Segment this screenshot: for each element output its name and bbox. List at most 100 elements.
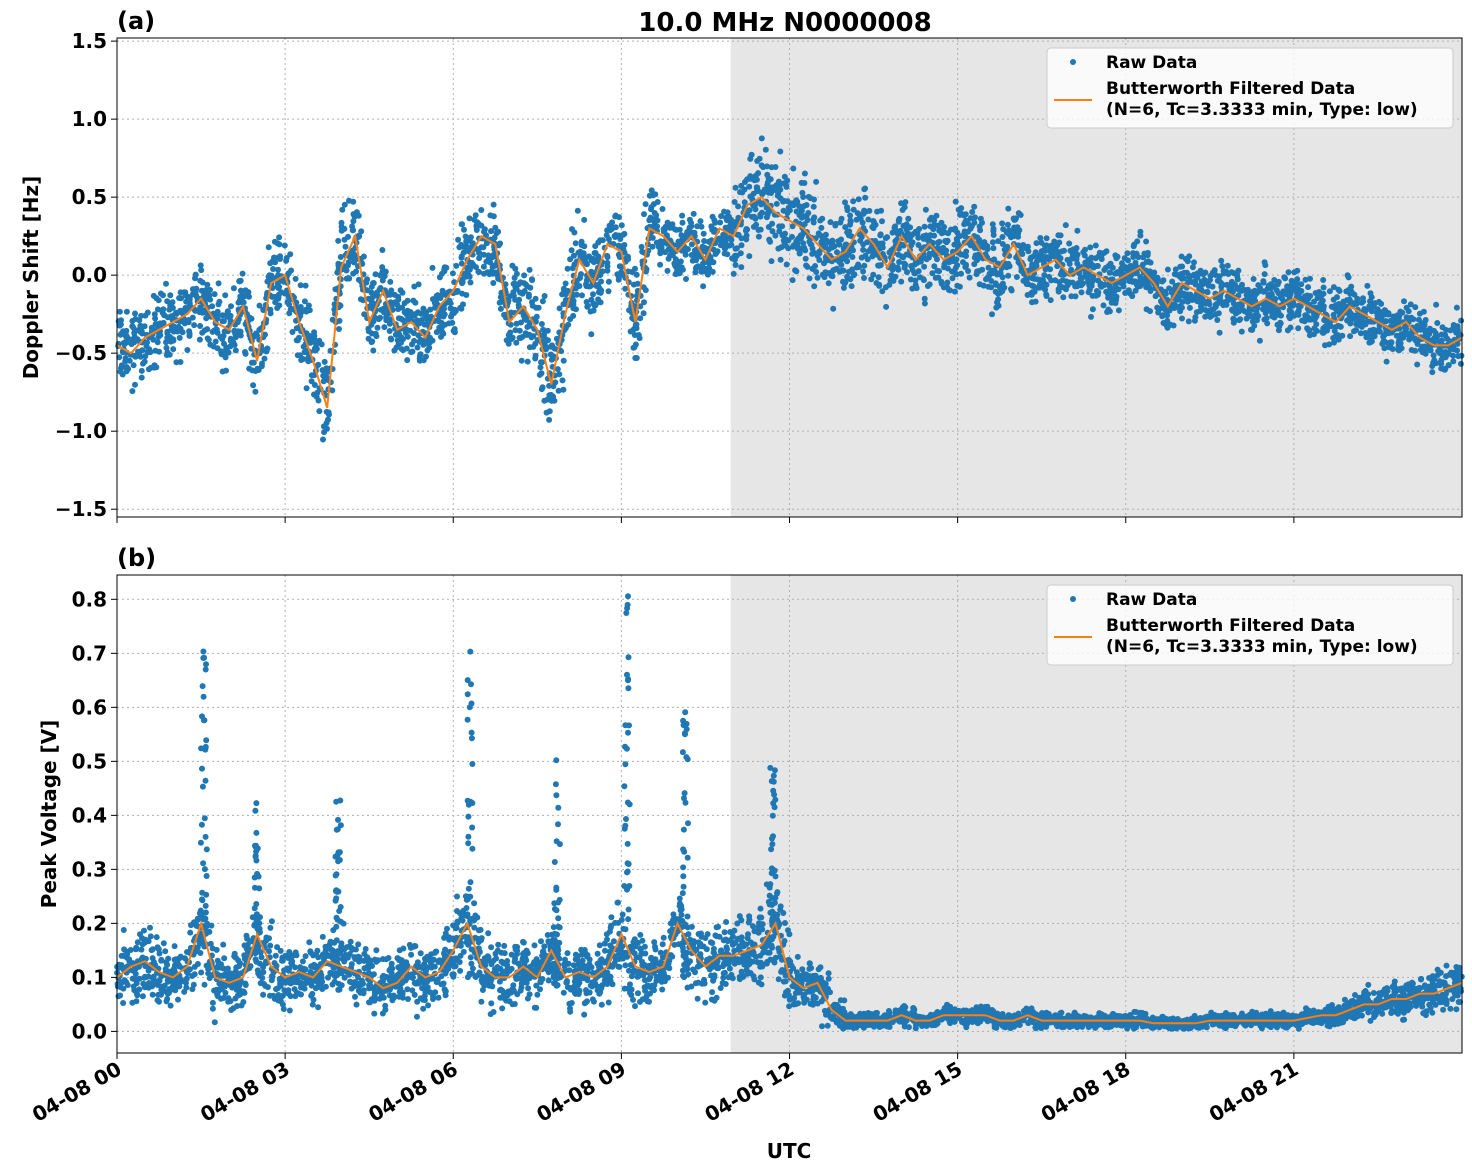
raw-data-point bbox=[752, 206, 759, 213]
raw-data-point bbox=[478, 935, 485, 942]
raw-data-point bbox=[773, 182, 780, 189]
raw-data-point bbox=[343, 267, 350, 274]
raw-data-point bbox=[464, 911, 471, 918]
raw-data-point bbox=[1432, 330, 1439, 337]
raw-data-point bbox=[595, 281, 602, 288]
raw-data-point bbox=[158, 307, 165, 314]
raw-data-point bbox=[452, 957, 459, 964]
raw-data-point bbox=[276, 234, 283, 241]
raw-data-point bbox=[1180, 290, 1187, 297]
raw-data-point bbox=[527, 284, 534, 291]
raw-data-point bbox=[327, 946, 334, 953]
raw-data-point bbox=[118, 952, 125, 959]
raw-data-point bbox=[424, 953, 431, 960]
raw-data-point bbox=[605, 278, 612, 285]
raw-data-point bbox=[741, 199, 748, 206]
raw-data-point bbox=[1458, 317, 1465, 324]
raw-data-point bbox=[298, 991, 304, 998]
raw-data-point bbox=[191, 322, 198, 329]
raw-data-point bbox=[1115, 307, 1122, 314]
raw-data-point bbox=[1066, 240, 1073, 247]
raw-data-point bbox=[528, 276, 535, 283]
raw-data-point bbox=[578, 271, 584, 278]
raw-data-point bbox=[1264, 320, 1271, 327]
raw-data-point bbox=[893, 227, 899, 234]
raw-data-point bbox=[265, 244, 272, 251]
raw-data-point bbox=[621, 242, 628, 248]
raw-data-point bbox=[164, 298, 171, 305]
raw-data-point bbox=[949, 275, 956, 282]
raw-data-point bbox=[1236, 317, 1243, 324]
raw-data-point bbox=[776, 223, 783, 230]
raw-data-point bbox=[235, 957, 242, 964]
raw-data-point bbox=[829, 241, 836, 248]
raw-data-point bbox=[1434, 320, 1441, 326]
raw-data-point bbox=[1277, 320, 1284, 327]
raw-data-point bbox=[257, 949, 264, 956]
raw-data-point bbox=[597, 272, 604, 279]
raw-data-point bbox=[423, 968, 429, 974]
raw-data-point bbox=[539, 359, 546, 366]
raw-data-point bbox=[973, 271, 980, 278]
raw-data-point bbox=[1078, 289, 1085, 296]
raw-data-point bbox=[539, 298, 546, 305]
raw-data-point bbox=[1041, 285, 1048, 291]
raw-data-point bbox=[951, 288, 958, 295]
raw-data-point bbox=[381, 324, 388, 331]
raw-data-point bbox=[1170, 322, 1177, 329]
raw-data-point bbox=[790, 165, 797, 172]
raw-data-point bbox=[1061, 247, 1067, 254]
raw-data-point bbox=[540, 326, 547, 333]
raw-data-point bbox=[1033, 240, 1040, 247]
raw-data-point bbox=[184, 347, 191, 353]
raw-data-point bbox=[1307, 275, 1313, 282]
raw-data-point bbox=[560, 357, 567, 364]
raw-data-point bbox=[409, 987, 416, 994]
raw-data-point bbox=[240, 299, 247, 306]
raw-data-point bbox=[177, 307, 184, 314]
raw-data-point bbox=[838, 215, 845, 222]
raw-data-point bbox=[735, 203, 742, 210]
raw-data-point bbox=[1454, 323, 1461, 330]
raw-data-point bbox=[879, 218, 885, 225]
raw-data-point bbox=[834, 249, 840, 256]
raw-data-point bbox=[539, 384, 546, 391]
raw-data-point bbox=[302, 282, 309, 289]
raw-data-point bbox=[395, 964, 402, 971]
raw-data-point bbox=[370, 280, 377, 286]
raw-data-point bbox=[1445, 350, 1452, 357]
raw-data-point bbox=[1033, 258, 1040, 265]
raw-data-point bbox=[1165, 323, 1172, 330]
raw-data-point bbox=[604, 267, 611, 274]
raw-data-point bbox=[345, 259, 352, 266]
raw-data-point bbox=[169, 299, 176, 306]
raw-data-point bbox=[860, 268, 867, 275]
raw-data-point bbox=[175, 996, 181, 1003]
raw-data-point bbox=[335, 237, 342, 244]
y-tick-label: 1.5 bbox=[72, 29, 107, 53]
raw-data-point bbox=[912, 277, 919, 284]
raw-data-point bbox=[643, 268, 649, 275]
raw-data-point bbox=[315, 1004, 322, 1011]
raw-data-point bbox=[1089, 306, 1096, 313]
raw-data-point bbox=[1445, 362, 1452, 369]
raw-data-point bbox=[1235, 286, 1242, 293]
raw-data-point bbox=[216, 980, 223, 987]
raw-data-point bbox=[990, 225, 997, 232]
raw-data-point bbox=[751, 213, 758, 220]
raw-data-point bbox=[818, 224, 825, 231]
raw-data-point bbox=[617, 236, 624, 242]
raw-data-point bbox=[1347, 311, 1354, 318]
raw-data-point bbox=[432, 302, 439, 309]
raw-data-point bbox=[1195, 294, 1202, 301]
raw-data-point bbox=[411, 943, 418, 949]
raw-data-point bbox=[755, 170, 762, 177]
raw-data-point bbox=[1056, 239, 1063, 246]
raw-data-point bbox=[664, 219, 671, 226]
raw-data-point bbox=[1364, 282, 1371, 289]
raw-data-point bbox=[926, 281, 933, 288]
raw-data-point bbox=[1401, 298, 1407, 305]
raw-data-point bbox=[368, 299, 375, 306]
raw-data-point bbox=[1003, 229, 1010, 236]
